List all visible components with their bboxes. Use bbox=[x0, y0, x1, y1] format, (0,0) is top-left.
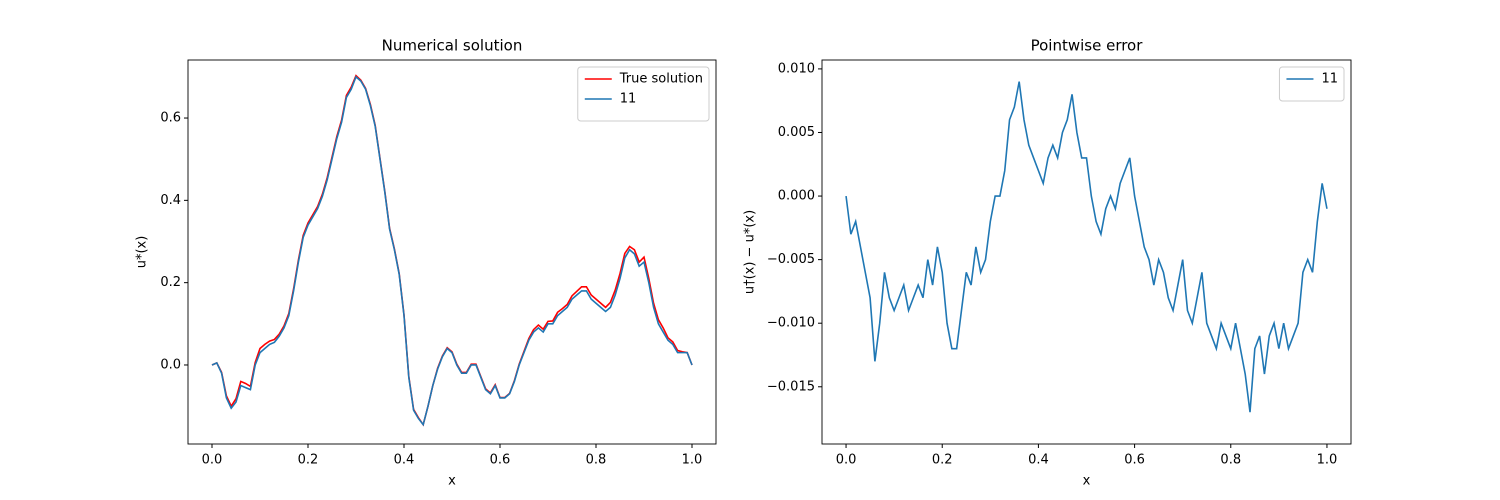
x-axis-label: x bbox=[1083, 474, 1091, 489]
chart-title: Pointwise error bbox=[1031, 37, 1144, 55]
y-tick-label: 0.000 bbox=[778, 189, 815, 204]
y-tick-label: 0.4 bbox=[160, 193, 181, 208]
legend-label: 11 bbox=[620, 92, 637, 107]
x-tick-label: 0.0 bbox=[202, 453, 223, 468]
y-tick-label: 0.010 bbox=[778, 61, 815, 76]
y-tick-label: 0.6 bbox=[160, 111, 181, 126]
y-tick-label: 0.0 bbox=[160, 357, 181, 372]
legend-label: True solution bbox=[619, 72, 703, 87]
x-tick-label: 0.6 bbox=[490, 453, 511, 468]
subplot: Numerical solution x u*(x) 0.0 0.2 0.4 0.6 0.8 1… bbox=[135, 37, 717, 489]
y-axis-label: u†(x) − u*(x) bbox=[743, 210, 758, 294]
axes-frame bbox=[821, 59, 1352, 445]
x-tick-label: 0.8 bbox=[586, 453, 607, 468]
data-line bbox=[211, 74, 693, 427]
x-tick-label: 0.8 bbox=[1220, 453, 1241, 468]
x-tick-label: 1.0 bbox=[682, 453, 703, 468]
x-tick-label: 1.0 bbox=[1317, 453, 1338, 468]
legend-frame bbox=[577, 66, 710, 122]
legend: True solution 11 bbox=[577, 66, 710, 122]
y-tick-label: −0.005 bbox=[767, 252, 815, 267]
legend: 11 bbox=[1278, 66, 1345, 102]
y-axis-label: u*(x) bbox=[135, 236, 150, 269]
chart-title: Numerical solution bbox=[382, 37, 523, 55]
data-line bbox=[845, 81, 1328, 413]
y-tick-label: 0.2 bbox=[160, 275, 181, 290]
legend-frame bbox=[1278, 66, 1345, 102]
x-tick-label: 0.2 bbox=[932, 453, 953, 468]
data-line bbox=[211, 75, 693, 427]
x-tick-label: 0.4 bbox=[394, 453, 415, 468]
x-tick-label: 0.4 bbox=[1028, 453, 1049, 468]
y-tick-label: 0.005 bbox=[778, 125, 815, 140]
x-tick-label: 0.0 bbox=[836, 453, 857, 468]
x-tick-label: 0.6 bbox=[1124, 453, 1145, 468]
x-tick-label: 0.2 bbox=[298, 453, 319, 468]
y-tick-label: −0.010 bbox=[767, 316, 815, 331]
legend-label: 11 bbox=[1321, 72, 1338, 87]
y-tick-label: −0.015 bbox=[767, 379, 815, 394]
axes-frame bbox=[187, 59, 717, 445]
x-axis-label: x bbox=[448, 474, 456, 489]
subplot: Pointwise error x u†(x) − u*(x) 0.0 0.2 0.4 0.… bbox=[743, 37, 1352, 489]
